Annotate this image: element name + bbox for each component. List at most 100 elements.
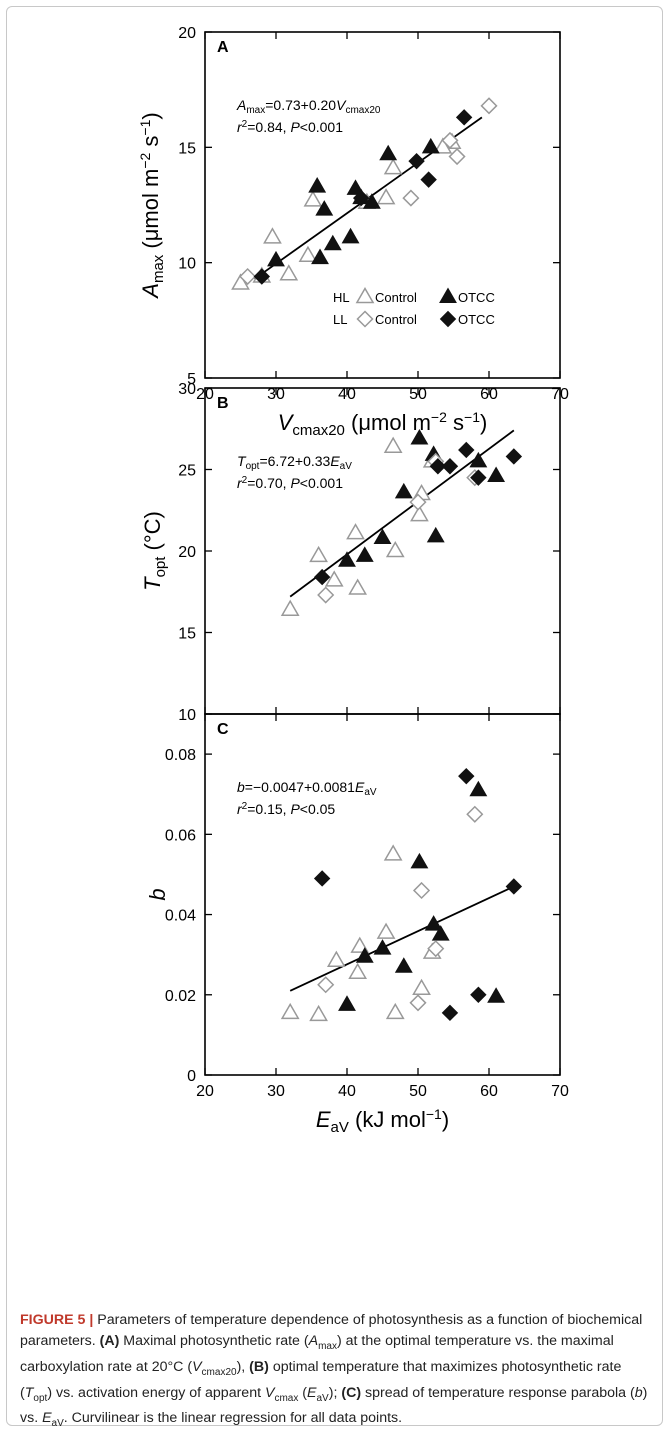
caption-text: cmax <box>274 1392 299 1404</box>
panel-letter: B <box>217 395 229 412</box>
caption-text: ) at the optimal temperature vs. the max… <box>20 1333 614 1375</box>
data-point <box>410 505 429 522</box>
caption-text: Parameters of temperature dependence of … <box>20 1312 643 1349</box>
data-point <box>458 767 475 785</box>
series-diamond-filled <box>313 767 523 1022</box>
data-point <box>338 551 356 567</box>
data-point <box>441 458 459 475</box>
data-point <box>323 234 342 251</box>
caption-text: optimal temperature that maximizes photo… <box>20 1358 622 1401</box>
data-point <box>348 578 368 595</box>
regression-line <box>289 885 515 992</box>
caption-text: (C) <box>341 1384 362 1401</box>
x-tick-label: 70 <box>551 1083 569 1100</box>
y-tick-label: 30 <box>178 381 196 398</box>
data-point <box>373 528 392 544</box>
caption-text: b <box>634 1384 643 1401</box>
y-tick-label: 5 <box>187 371 196 388</box>
x-tick-label: 60 <box>480 1083 498 1100</box>
data-point <box>309 1004 328 1022</box>
caption-text: A <box>308 1333 319 1349</box>
data-point <box>376 188 396 205</box>
figure-chart: 5 10 15 20 20 30 40 50 60 70 A Amax (μmol m−2 s−1) V… <box>137 25 569 1136</box>
data-point <box>402 189 420 207</box>
caption-text: aV <box>51 1418 64 1430</box>
data-point <box>385 540 405 558</box>
data-point <box>338 995 356 1011</box>
legend-group-label: LL <box>333 312 347 327</box>
data-point <box>441 1004 459 1022</box>
caption-text: aV <box>316 1392 329 1404</box>
caption-text: cmax20 <box>201 1366 237 1378</box>
legend-item-label: OTCC <box>458 312 495 327</box>
x-tick-label: 30 <box>267 1083 285 1100</box>
y-tick-label: 0.04 <box>165 908 196 925</box>
data-point <box>239 267 257 286</box>
data-point <box>480 97 498 115</box>
y-tick-label: 0.02 <box>165 988 196 1005</box>
y-axis-label: Amax (μmol m−2 s−1) <box>137 112 167 299</box>
data-point <box>280 1002 300 1020</box>
data-point <box>326 950 346 967</box>
data-point <box>410 852 429 869</box>
data-point <box>324 570 344 587</box>
data-point <box>341 227 360 244</box>
data-point <box>356 310 374 328</box>
caption-text: V <box>264 1384 275 1401</box>
data-point <box>308 177 327 193</box>
data-point <box>469 780 488 797</box>
chart-panel-c: 0 0.02 0.04 0.06 0.08 20 30 40 50 60 70 Cb EaV (kJ m… <box>145 713 569 1136</box>
y-axis-label: Topt (°C) <box>140 511 169 591</box>
data-point <box>383 436 403 453</box>
caption-text: ( <box>298 1384 308 1401</box>
data-point <box>383 844 403 861</box>
caption-text: . Curvilinear is the linear regression f… <box>63 1410 403 1427</box>
caption-text: opt <box>33 1392 48 1404</box>
data-point <box>317 586 335 604</box>
data-point <box>355 947 374 963</box>
legend-item-label: Control <box>375 312 417 327</box>
data-point <box>253 268 271 285</box>
caption-text: spread of temperature response parabola … <box>361 1384 635 1401</box>
data-point <box>439 310 457 328</box>
data-point <box>379 144 398 161</box>
data-point <box>267 250 285 267</box>
data-point <box>263 227 282 244</box>
y-tick-label: 10 <box>178 256 196 273</box>
series-diamond-filled <box>313 441 523 586</box>
data-point <box>441 131 459 149</box>
panel-letter: A <box>217 39 229 56</box>
caption-text: (A) <box>99 1333 120 1349</box>
data-point <box>427 940 445 958</box>
data-point <box>421 137 440 154</box>
series-diamond-open <box>317 805 484 1012</box>
data-point <box>355 546 374 562</box>
data-point <box>410 429 429 445</box>
caption-text: max <box>318 1340 337 1352</box>
x-tick-label: 40 <box>338 1083 356 1100</box>
data-point <box>279 264 299 281</box>
caption-text: E <box>42 1410 52 1427</box>
data-point <box>431 925 450 941</box>
data-point <box>373 939 392 955</box>
caption-text: Maximal photosynthetic rate ( <box>119 1333 309 1349</box>
data-point <box>313 568 331 586</box>
data-point <box>385 1002 405 1020</box>
caption-text: ), <box>236 1358 250 1375</box>
series-triangle-filled <box>338 780 506 1011</box>
data-point <box>408 152 425 170</box>
data-point <box>298 245 318 263</box>
series-triangle-filled <box>338 429 506 567</box>
series-diamond-filled <box>253 109 473 285</box>
data-point <box>412 978 431 996</box>
data-point <box>448 147 466 166</box>
data-point <box>355 286 375 304</box>
figure-caption: FIGURE 5 | Parameters of temperature dep… <box>20 1310 652 1434</box>
data-point <box>362 193 381 209</box>
regression-equation: Amax=0.73+0.20Vcmax20 <box>236 97 381 116</box>
data-point <box>409 493 427 511</box>
regression-stats: r2=0.70, P<0.001 <box>237 475 343 491</box>
data-point <box>455 109 473 126</box>
y-tick-label: 25 <box>178 463 196 480</box>
